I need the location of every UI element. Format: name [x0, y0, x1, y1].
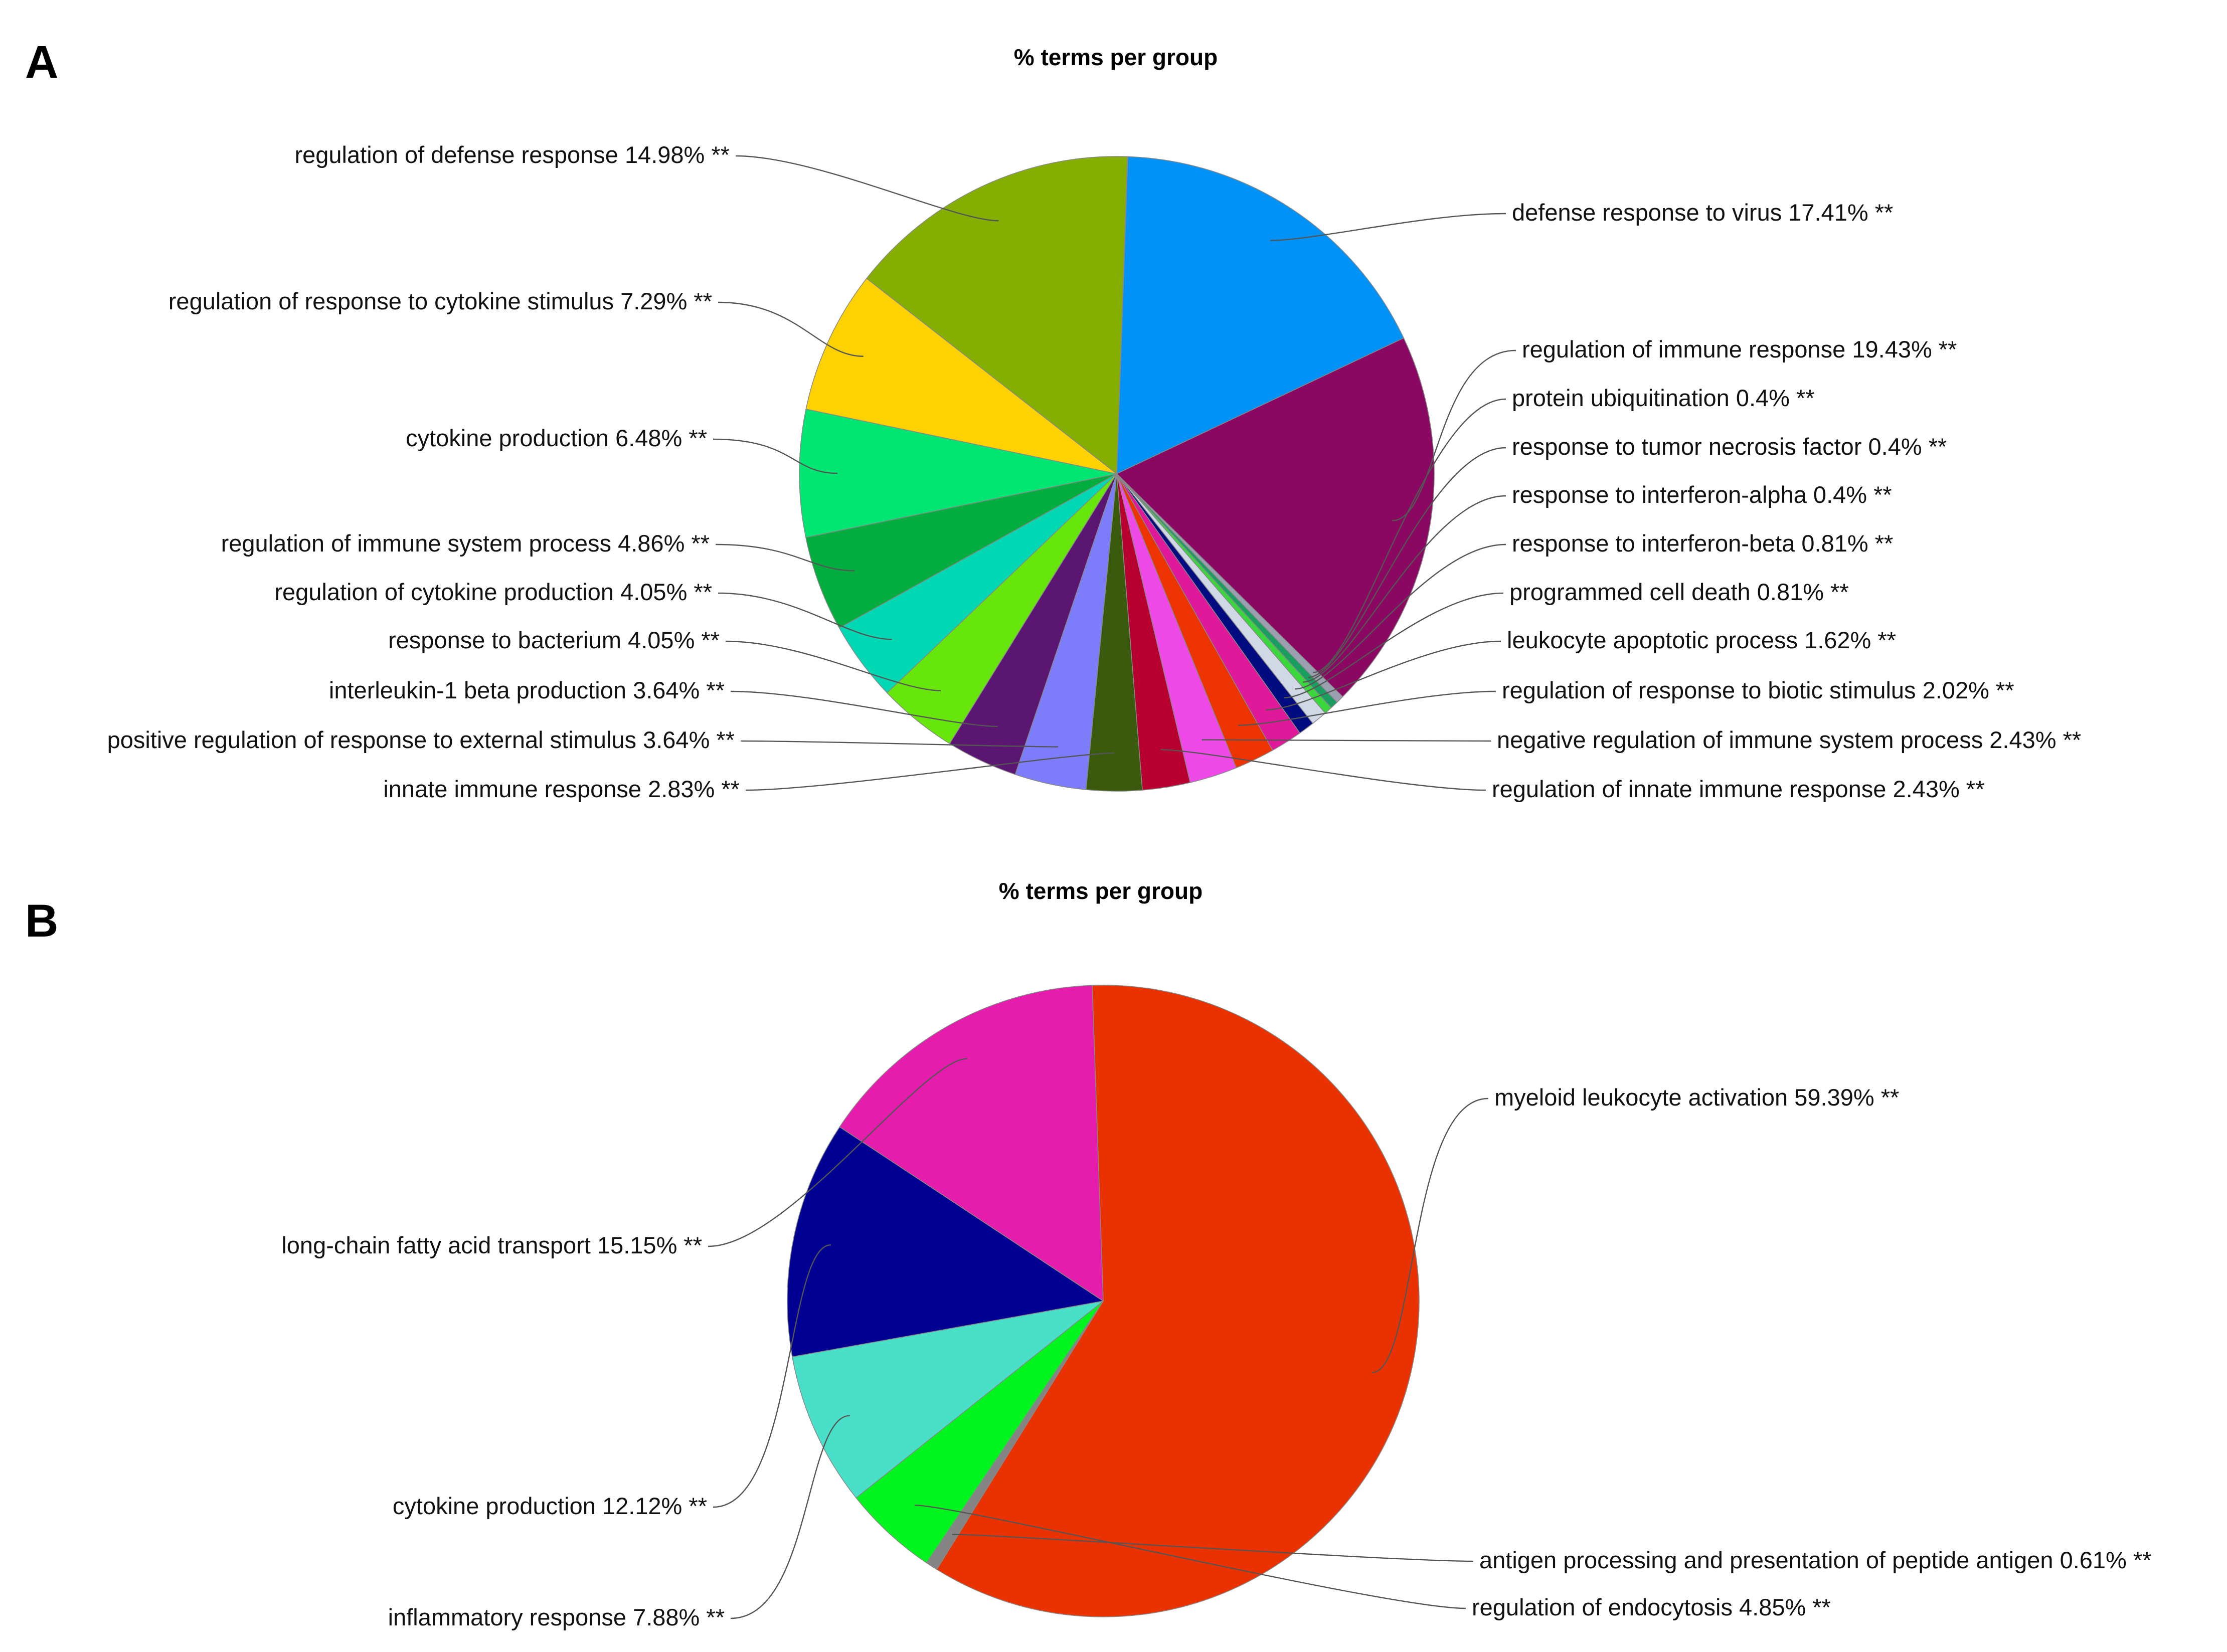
chart-b-slice-label-6: long-chain fatty acid transport 15.15% *… [281, 1232, 702, 1258]
panel-b-letter: B [25, 895, 58, 947]
chart-b-leader-line-4 [730, 1415, 850, 1619]
chart-a-leader-line-10 [1202, 739, 1491, 742]
chart-a-leader-line-12 [745, 752, 1115, 791]
chart-a-slice-label-8: leukocyte apoptotic process 1.62% ** [1507, 627, 1896, 653]
chart-b-slice-6 [839, 985, 1104, 1302]
chart-a-slice-label-12: innate immune response 2.83% ** [383, 776, 740, 802]
chart-b-leader-line-2 [952, 1534, 1474, 1562]
chart-a-leader-line-6 [1295, 543, 1506, 690]
chart-a-slice-label-20: regulation of defense response 14.98% ** [294, 141, 730, 168]
chart-a-leader-line-3 [1313, 398, 1506, 673]
chart-a-leader-line-7 [1283, 592, 1504, 698]
chart-a-leader-line-14 [730, 690, 998, 727]
pie-chart-b: % terms per group myeloid leukocyte acti… [281, 878, 2151, 1630]
chart-a-slice-19 [805, 278, 1117, 474]
chart-a-slice-label-15: response to bacterium 4.05% ** [388, 627, 720, 653]
chart-a-slice-label-10: negative regulation of immune system pro… [1497, 726, 2081, 753]
chart-b-slice-label-1: myeloid leukocyte activation 59.39% ** [1494, 1084, 1899, 1111]
chart-a-leader-line-20 [735, 155, 999, 222]
chart-a-leader-line-9 [1238, 690, 1496, 726]
chart-b-slice-4 [792, 1301, 1104, 1499]
chart-b-title: % terms per group [999, 878, 1203, 904]
chart-b-slice-5 [787, 1126, 1104, 1358]
chart-a-leader-line-16 [718, 592, 892, 640]
chart-a-leader-line-19 [718, 301, 864, 357]
chart-a-leader-line-1 [1270, 213, 1506, 241]
chart-b-leader-line-6 [708, 1058, 967, 1247]
panel-a-letter: A [25, 37, 58, 88]
chart-a-slice-label-4: response to tumor necrosis factor 0.4% *… [1512, 433, 1947, 460]
chart-a-leader-line-8 [1266, 640, 1501, 710]
chart-a-slice-label-19: regulation of response to cytokine stimu… [168, 288, 712, 314]
chart-a-leader-line-13 [740, 740, 1059, 748]
chart-b-slice-label-5: cytokine production 12.12% ** [393, 1493, 707, 1519]
chart-a-slice-2 [1116, 337, 1435, 697]
chart-a-slice-label-5: response to interferon-alpha 0.4% ** [1512, 481, 1892, 508]
chart-b-leader-line-5 [713, 1244, 831, 1508]
chart-b-slice-label-4: inflammatory response 7.88% ** [388, 1604, 725, 1630]
chart-a-slice-18 [799, 409, 1117, 538]
chart-a-slice-label-18: cytokine production 6.48% ** [406, 425, 707, 451]
chart-a-slice-21 [1116, 156, 1128, 474]
chart-a-slice-label-9: regulation of response to biotic stimulu… [1502, 677, 2014, 703]
chart-a-slice-label-17: regulation of immune system process 4.86… [221, 530, 710, 557]
chart-a-slice-label-14: interleukin-1 beta production 3.64% ** [329, 677, 725, 703]
pie-chart-a: % terms per group defense response to vi… [107, 44, 2082, 802]
chart-a-slice-20 [866, 156, 1128, 475]
chart-a-slice-label-7: programmed cell death 0.81% ** [1509, 579, 1849, 605]
chart-a-leader-line-15 [725, 640, 941, 691]
chart-b-slice-label-2: antigen processing and presentation of p… [1479, 1547, 2152, 1573]
chart-a-slice-1 [1116, 156, 1405, 475]
chart-a-title: % terms per group [1014, 44, 1218, 70]
chart-a-leader-line-18 [713, 438, 838, 474]
chart-b-leader-line-3 [914, 1505, 1466, 1609]
chart-a-leader-line-17 [715, 543, 855, 572]
chart-b-slice-1 [936, 985, 1420, 1617]
chart-a-slice-label-11: regulation of innate immune response 2.4… [1492, 776, 1984, 802]
chart-b-slice-label-3: regulation of endocytosis 4.85% ** [1472, 1594, 1831, 1620]
chart-b-leader-line-1 [1372, 1097, 1489, 1373]
chart-a-slice-label-3: protein ubiquitination 0.4% ** [1512, 385, 1815, 411]
chart-a-slice-label-2: regulation of immune response 19.43% ** [1522, 336, 1957, 362]
chart-a-slice-label-16: regulation of cytokine production 4.05% … [274, 579, 712, 605]
chart-b-slice-3 [855, 1301, 1104, 1564]
chart-a-slice-label-1: defense response to virus 17.41% ** [1512, 199, 1893, 226]
chart-a-slice-label-6: response to interferon-beta 0.81% ** [1512, 530, 1893, 557]
chart-a-leader-line-5 [1303, 495, 1506, 683]
chart-a-leader-line-4 [1308, 447, 1506, 678]
chart-a-slice-label-13: positive regulation of response to exter… [107, 726, 735, 753]
chart-a-leader-line-11 [1160, 749, 1486, 791]
